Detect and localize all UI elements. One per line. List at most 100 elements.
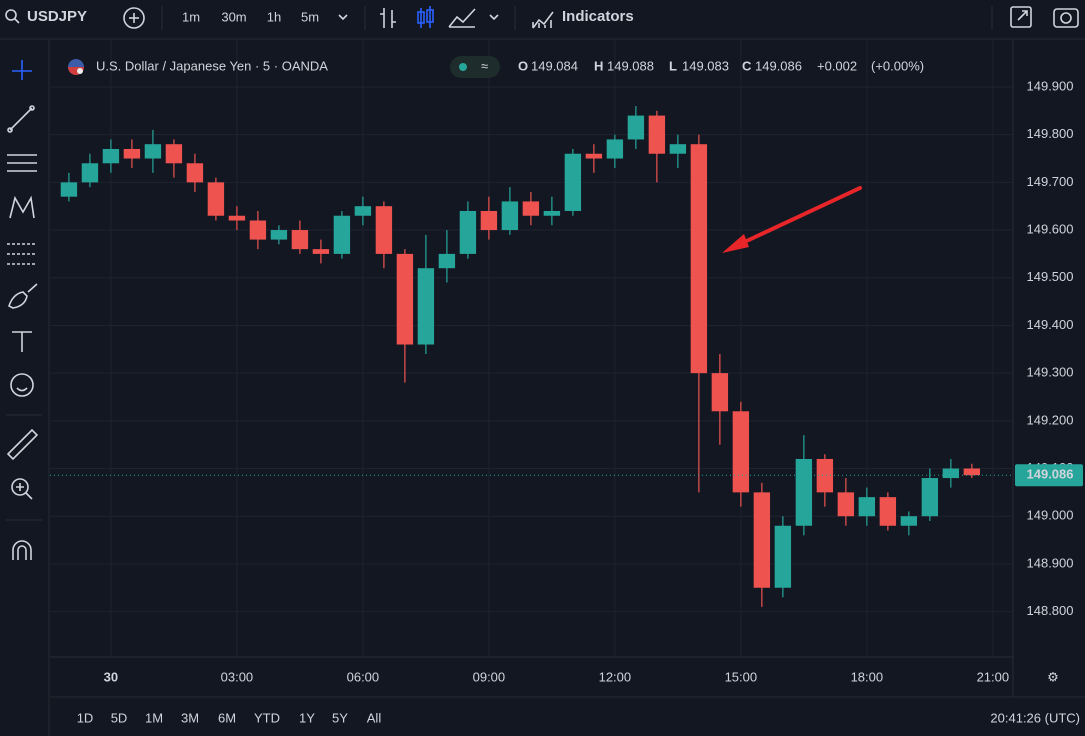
legend-value: 149.088 bbox=[607, 58, 654, 73]
y-tick-label: 149.200 bbox=[1027, 412, 1074, 427]
y-tick-label: 149.000 bbox=[1027, 508, 1074, 523]
ruler-tool[interactable] bbox=[6, 428, 39, 461]
interval-button[interactable]: 30m bbox=[221, 9, 246, 24]
forecast-tool[interactable] bbox=[7, 243, 37, 265]
legend-value: 149.086 bbox=[755, 58, 802, 73]
fullscreen-icon[interactable] bbox=[1010, 6, 1032, 28]
bar-style-icon[interactable] bbox=[380, 8, 396, 28]
legend-key: L bbox=[669, 58, 677, 73]
candle-body bbox=[354, 206, 372, 216]
range-button[interactable]: 1D bbox=[77, 710, 94, 725]
candle-body bbox=[816, 458, 834, 493]
range-button[interactable]: 6M bbox=[218, 710, 236, 725]
range-button[interactable]: 1M bbox=[145, 710, 163, 725]
x-tick-label: 12:00 bbox=[599, 669, 632, 684]
snapshot-icon[interactable] bbox=[1053, 8, 1079, 28]
magnet-tool[interactable] bbox=[12, 540, 32, 560]
symbol-flag bbox=[68, 59, 84, 75]
crosshair-tool[interactable] bbox=[12, 60, 32, 80]
candle-body bbox=[837, 492, 855, 517]
range-button[interactable]: All bbox=[367, 710, 382, 725]
candle-body bbox=[732, 411, 750, 493]
y-tick-label: 149.400 bbox=[1027, 317, 1074, 332]
zoom-tool[interactable] bbox=[11, 478, 33, 500]
candle-body bbox=[417, 268, 435, 345]
candle-body bbox=[774, 525, 792, 588]
indicators-icon[interactable] bbox=[532, 11, 554, 29]
candle-body bbox=[375, 206, 393, 254]
candle-body bbox=[669, 144, 687, 154]
y-tick-label: 148.900 bbox=[1027, 555, 1074, 570]
x-tick-label: 15:00 bbox=[725, 669, 758, 684]
y-tick-label: 149.600 bbox=[1027, 221, 1074, 236]
emoji-tool[interactable] bbox=[10, 373, 34, 397]
candle-style-icon[interactable] bbox=[417, 6, 434, 28]
candle-body bbox=[921, 478, 939, 517]
candle-body bbox=[900, 516, 918, 526]
candle-body bbox=[396, 253, 414, 345]
chart-type-menu[interactable] bbox=[489, 14, 499, 21]
candle-body bbox=[165, 144, 183, 164]
range-button[interactable]: 5D bbox=[111, 710, 128, 725]
x-tick-label: 06:00 bbox=[347, 669, 380, 684]
search-icon[interactable] bbox=[5, 9, 20, 24]
legend-key: O bbox=[518, 58, 528, 73]
pattern-tool[interactable] bbox=[9, 195, 35, 219]
status-pill[interactable]: ≈ bbox=[450, 56, 500, 78]
interval-menu[interactable] bbox=[338, 14, 348, 21]
annotation-arrow bbox=[722, 186, 862, 253]
interval-button[interactable]: 1m bbox=[182, 9, 200, 24]
y-tick-label: 149.800 bbox=[1027, 126, 1074, 141]
fib-tool[interactable] bbox=[7, 154, 37, 172]
candle-body bbox=[522, 201, 540, 216]
area-style-icon[interactable] bbox=[448, 8, 476, 28]
candle-body bbox=[564, 153, 582, 211]
candle-body bbox=[648, 115, 666, 154]
chart-title: U.S. Dollar / Japanese Yen · 5 · OANDA bbox=[96, 58, 328, 73]
range-button[interactable]: 5Y bbox=[332, 710, 348, 725]
interval-button[interactable]: 5m bbox=[301, 9, 319, 24]
candle-body bbox=[102, 148, 120, 164]
settings-icon[interactable]: ⚙ bbox=[1047, 669, 1059, 684]
y-tick-label: 149.900 bbox=[1027, 78, 1074, 93]
add-symbol[interactable] bbox=[123, 7, 145, 29]
x-tick-label: 03:00 bbox=[221, 669, 254, 684]
text-tool[interactable] bbox=[12, 331, 32, 352]
candle-body bbox=[123, 148, 141, 159]
candle-body bbox=[963, 468, 981, 476]
x-tick-label: 21:00 bbox=[977, 669, 1010, 684]
chart-pane bbox=[50, 40, 1085, 696]
candle-body bbox=[459, 210, 477, 254]
candle-body bbox=[312, 249, 330, 254]
legend-value: 149.083 bbox=[682, 58, 729, 73]
candle-body bbox=[690, 144, 708, 374]
top-toolbar bbox=[0, 0, 1085, 38]
candle-body bbox=[606, 139, 624, 159]
range-button[interactable]: YTD bbox=[254, 710, 280, 725]
candle-body bbox=[438, 253, 456, 269]
candle-body bbox=[186, 163, 204, 183]
candle-body bbox=[942, 468, 960, 479]
trendline-tool[interactable] bbox=[7, 105, 35, 133]
candle-body bbox=[543, 210, 561, 216]
symbol[interactable]: USDJPY bbox=[27, 8, 87, 25]
range-button[interactable]: 1Y bbox=[299, 710, 315, 725]
candle-body bbox=[795, 458, 813, 526]
candle-body bbox=[270, 230, 288, 240]
status-icon: ≈ bbox=[481, 58, 488, 73]
range-button[interactable]: 3M bbox=[181, 710, 199, 725]
interval-button[interactable]: 1h bbox=[267, 9, 281, 24]
candle-body bbox=[711, 373, 729, 412]
candle-body bbox=[207, 182, 225, 216]
candle-body bbox=[879, 497, 897, 526]
x-tick-label: 30 bbox=[104, 669, 118, 684]
candle-body bbox=[480, 210, 498, 231]
brush-tool[interactable] bbox=[8, 283, 38, 309]
legend-change: +0.002 bbox=[817, 58, 857, 73]
indicators-button[interactable]: Indicators bbox=[562, 8, 634, 25]
candle-body bbox=[333, 215, 351, 254]
y-tick-label: 149.700 bbox=[1027, 174, 1074, 189]
left-toolbar bbox=[0, 40, 48, 736]
